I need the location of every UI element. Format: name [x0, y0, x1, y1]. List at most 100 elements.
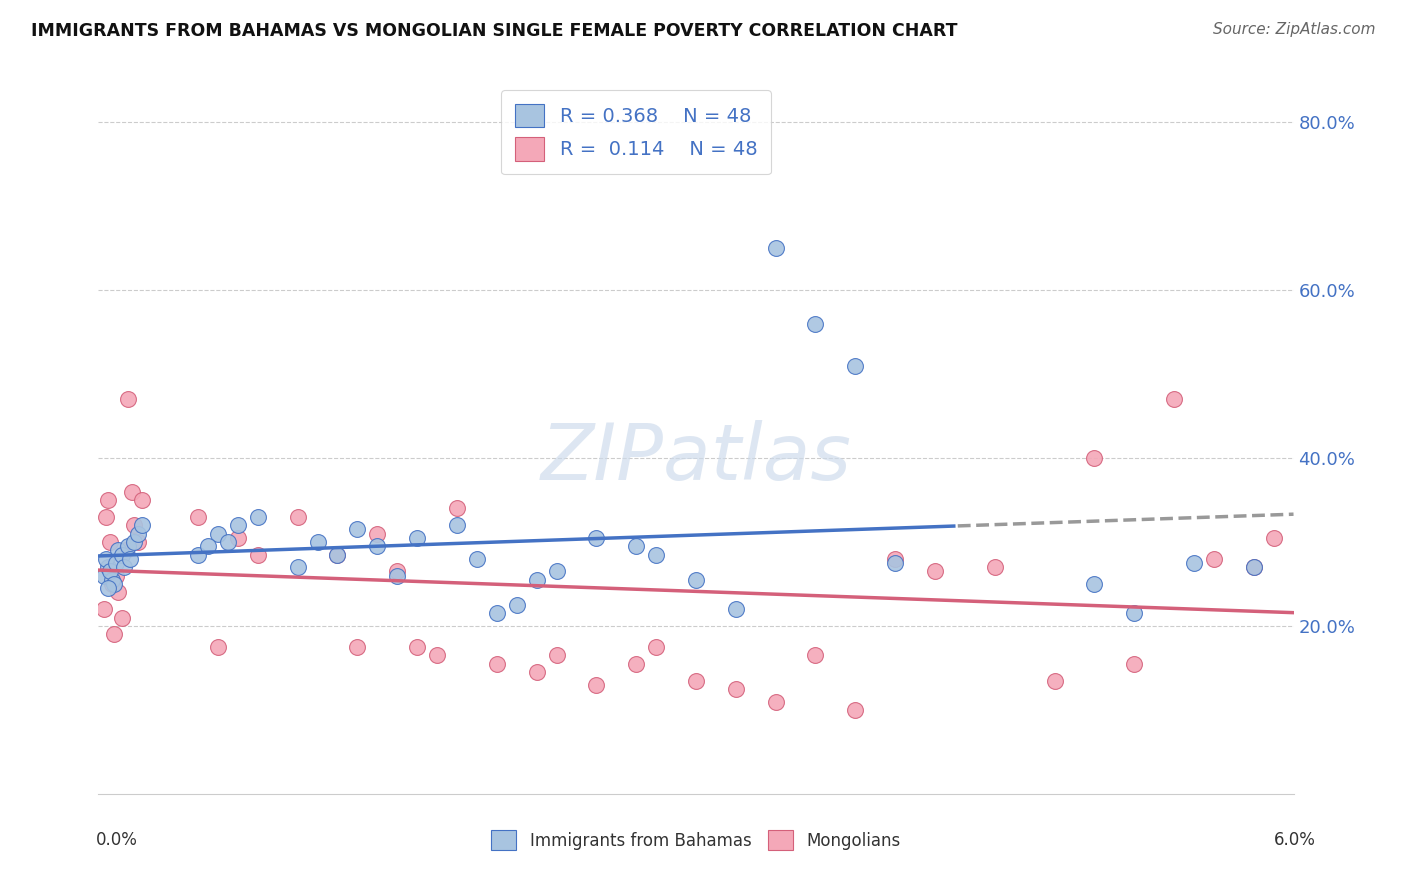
- Point: [1243, 560, 1265, 574]
- Point: [112, 560, 135, 574]
- Point: [103, 577, 125, 591]
- Point: [101, 577, 124, 591]
- Point: [1182, 556, 1205, 570]
- Point: [485, 657, 508, 671]
- Point: [645, 548, 668, 562]
- Point: [187, 509, 209, 524]
- Point: [101, 573, 124, 587]
- Point: [127, 526, 149, 541]
- Point: [626, 539, 648, 553]
- Point: [1083, 577, 1105, 591]
- Point: [207, 526, 229, 541]
- Point: [406, 531, 429, 545]
- Point: [1083, 451, 1105, 466]
- Point: [1263, 531, 1285, 545]
- Point: [287, 509, 309, 524]
- Point: [307, 535, 329, 549]
- Point: [105, 556, 128, 570]
- Point: [98, 565, 122, 579]
- Point: [97, 493, 120, 508]
- Point: [506, 598, 529, 612]
- Legend: Immigrants from Bahamas, Mongolians: Immigrants from Bahamas, Mongolians: [485, 823, 907, 857]
- Point: [97, 581, 120, 595]
- Point: [96, 509, 118, 524]
- Point: [93, 602, 115, 616]
- Point: [884, 556, 907, 570]
- Point: [124, 518, 146, 533]
- Point: [526, 665, 548, 680]
- Text: 0.0%: 0.0%: [96, 831, 138, 849]
- Point: [585, 678, 607, 692]
- Point: [117, 539, 139, 553]
- Point: [546, 648, 568, 663]
- Point: [111, 548, 134, 562]
- Point: [465, 551, 488, 566]
- Point: [685, 573, 707, 587]
- Point: [226, 531, 249, 545]
- Point: [121, 484, 143, 499]
- Point: [844, 359, 866, 373]
- Point: [884, 551, 907, 566]
- Point: [127, 535, 149, 549]
- Point: [96, 551, 118, 566]
- Point: [217, 535, 239, 549]
- Point: [1163, 392, 1185, 407]
- Point: [804, 317, 827, 331]
- Point: [1043, 673, 1066, 688]
- Point: [246, 548, 269, 562]
- Point: [366, 539, 388, 553]
- Point: [446, 518, 468, 533]
- Point: [485, 607, 508, 621]
- Point: [246, 509, 269, 524]
- Point: [366, 526, 388, 541]
- Point: [226, 518, 249, 533]
- Point: [117, 392, 139, 407]
- Point: [626, 657, 648, 671]
- Point: [526, 573, 548, 587]
- Point: [765, 694, 787, 708]
- Point: [346, 523, 368, 537]
- Point: [207, 640, 229, 654]
- Point: [103, 627, 125, 641]
- Point: [645, 640, 668, 654]
- Point: [1243, 560, 1265, 574]
- Point: [385, 568, 409, 582]
- Point: [115, 543, 138, 558]
- Point: [585, 531, 607, 545]
- Point: [93, 568, 115, 582]
- Point: [120, 551, 142, 566]
- Point: [131, 493, 153, 508]
- Point: [546, 565, 568, 579]
- Point: [765, 241, 787, 255]
- Point: [97, 560, 120, 574]
- Point: [984, 560, 1007, 574]
- Point: [1123, 657, 1146, 671]
- Point: [804, 648, 827, 663]
- Point: [326, 548, 349, 562]
- Point: [98, 535, 122, 549]
- Text: IMMIGRANTS FROM BAHAMAS VS MONGOLIAN SINGLE FEMALE POVERTY CORRELATION CHART: IMMIGRANTS FROM BAHAMAS VS MONGOLIAN SIN…: [31, 22, 957, 40]
- Point: [426, 648, 449, 663]
- Point: [124, 535, 146, 549]
- Point: [446, 501, 468, 516]
- Point: [107, 543, 129, 558]
- Point: [1123, 607, 1146, 621]
- Point: [844, 703, 866, 717]
- Point: [105, 568, 128, 582]
- Text: 6.0%: 6.0%: [1274, 831, 1316, 849]
- Point: [187, 548, 209, 562]
- Point: [131, 518, 153, 533]
- Point: [287, 560, 309, 574]
- Point: [406, 640, 429, 654]
- Point: [685, 673, 707, 688]
- Point: [346, 640, 368, 654]
- Text: Source: ZipAtlas.com: Source: ZipAtlas.com: [1212, 22, 1375, 37]
- Point: [924, 565, 946, 579]
- Text: ZIPatlas: ZIPatlas: [540, 420, 852, 497]
- Point: [326, 548, 349, 562]
- Point: [385, 565, 409, 579]
- Point: [724, 602, 747, 616]
- Point: [111, 610, 134, 624]
- Point: [197, 539, 219, 553]
- Point: [107, 585, 129, 599]
